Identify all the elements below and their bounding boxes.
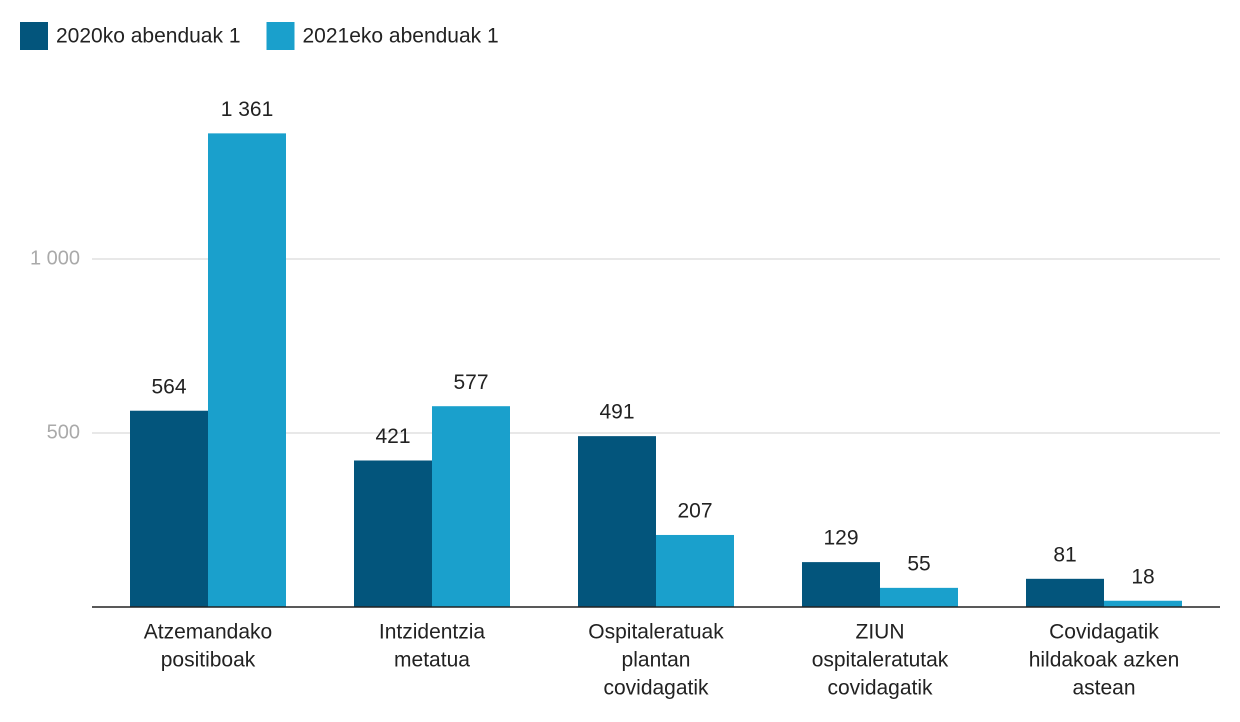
bar: [1104, 600, 1182, 607]
data-label: 491: [599, 401, 634, 424]
bar: [656, 534, 734, 607]
x-tick-label: metatua: [394, 649, 470, 672]
data-label: 55: [907, 552, 930, 575]
bar: [130, 410, 208, 607]
x-tick-label: covidagatik: [827, 677, 933, 700]
x-tick-label: plantan: [622, 649, 691, 672]
x-tick-label: astean: [1072, 677, 1135, 700]
legend-swatch: [266, 22, 295, 50]
x-tick-label: Ospitaleratuak: [588, 621, 724, 644]
data-label: 564: [151, 375, 186, 398]
x-tick-label: Atzemandako: [144, 621, 272, 644]
y-tick-label: 500: [47, 421, 80, 443]
data-label: 577: [453, 371, 488, 394]
bar: [1026, 578, 1104, 607]
bar: [880, 587, 958, 607]
bar: [578, 436, 656, 607]
data-label: 421: [375, 425, 410, 448]
bar: [354, 460, 432, 607]
data-label: 207: [677, 500, 712, 523]
bar: [208, 133, 286, 607]
x-tick-label: ZIUN: [856, 621, 905, 644]
x-tick-label: positiboak: [161, 649, 256, 672]
data-label: 1 361: [221, 98, 274, 121]
bar: [802, 562, 880, 607]
data-label: 18: [1131, 565, 1154, 588]
x-tick-label: covidagatik: [603, 677, 709, 700]
data-label: 129: [823, 527, 858, 550]
x-tick-label: hildakoak azken: [1029, 649, 1180, 672]
y-tick-label: 1 000: [30, 247, 80, 269]
data-label: 81: [1053, 543, 1076, 566]
legend-label: 2020ko abenduak 1: [56, 25, 241, 48]
bar: [432, 406, 510, 607]
x-tick-label: ospitaleratutak: [812, 649, 949, 672]
x-tick-label: Covidagatik: [1049, 621, 1159, 644]
legend-swatch: [20, 22, 48, 50]
x-tick-label: Intzidentzia: [379, 621, 486, 644]
legend-label: 2021eko abenduak 1: [303, 25, 499, 48]
